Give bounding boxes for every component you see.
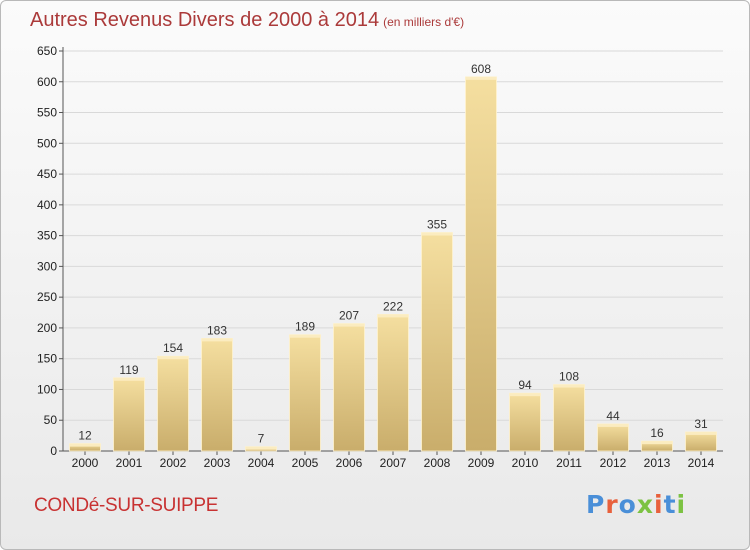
data-label: 207 <box>339 309 359 323</box>
x-tick-label: 2004 <box>248 456 275 470</box>
bar <box>509 392 541 452</box>
labels: 12 2000 119 2001 154 2002 183 2003 7 2004 189 2005 2… <box>72 62 715 470</box>
data-label: 183 <box>207 323 227 337</box>
bar <box>553 384 585 452</box>
bar <box>421 232 453 452</box>
bar-highlight <box>69 443 101 447</box>
data-label: 154 <box>163 341 183 355</box>
bar-highlight <box>289 334 321 338</box>
bar <box>157 355 189 452</box>
x-tick-label: 2001 <box>116 456 143 470</box>
bar-highlight <box>421 232 453 236</box>
y-tick-label: 150 <box>37 352 57 366</box>
data-label: 16 <box>650 426 664 440</box>
title-text: Autres Revenus Divers de 2000 à 2014 <box>30 9 380 31</box>
y-tick-label: 300 <box>37 259 57 273</box>
y-tick-label: 400 <box>37 198 57 212</box>
logo-letter: i <box>654 490 664 519</box>
y-tick-label: 550 <box>37 106 57 120</box>
bar <box>377 313 409 452</box>
data-label: 355 <box>427 218 447 232</box>
data-label: 7 <box>258 432 265 446</box>
x-tick-label: 2000 <box>72 456 99 470</box>
bar <box>289 334 321 452</box>
data-label: 119 <box>119 363 138 377</box>
bar-highlight <box>333 323 365 327</box>
bar-highlight <box>465 76 497 80</box>
x-tick-label: 2012 <box>600 456 627 470</box>
x-tick-label: 2003 <box>204 456 231 470</box>
town-name: CONDé-SUR-SUIPPE <box>34 495 219 516</box>
x-tick-label: 2008 <box>424 456 451 470</box>
bar-highlight <box>597 423 629 427</box>
y-tick-label: 50 <box>44 413 58 427</box>
bars <box>69 76 717 452</box>
data-label: 608 <box>471 62 491 76</box>
y-tick-label: 200 <box>37 321 57 335</box>
data-label: 222 <box>383 299 403 313</box>
bar-highlight <box>509 393 541 397</box>
data-label: 108 <box>559 370 579 384</box>
y-tick-label: 0 <box>50 444 57 458</box>
bar-highlight <box>685 431 717 435</box>
x-tick-label: 2002 <box>160 456 187 470</box>
y-tick-label: 450 <box>37 167 57 181</box>
data-label: 12 <box>78 429 92 443</box>
y-tick-label: 500 <box>37 136 57 150</box>
x-tick-label: 2006 <box>336 456 363 470</box>
x-tick-label: 2011 <box>556 456 582 470</box>
x-tick-label: 2014 <box>688 456 715 470</box>
bar-highlight <box>157 356 189 360</box>
y-tick-label: 250 <box>37 290 57 304</box>
logo-letter: o <box>618 490 637 519</box>
bar-highlight <box>113 377 145 381</box>
title-unit: (en milliers d'€) <box>383 15 465 29</box>
logo-letter: P <box>586 490 606 519</box>
x-tick-label: 2007 <box>380 456 407 470</box>
x-tick-label: 2013 <box>644 456 671 470</box>
logo-letter: i <box>676 490 687 519</box>
bar-highlight <box>201 338 233 342</box>
bar <box>597 423 629 452</box>
bar-highlight <box>377 314 409 318</box>
logo-letter: x <box>636 490 654 519</box>
y-tick-label: 650 <box>37 44 57 58</box>
bar <box>201 337 233 452</box>
x-tick-label: 2010 <box>512 456 539 470</box>
data-label: 31 <box>694 417 708 431</box>
x-tick-label: 2009 <box>468 456 495 470</box>
bar <box>333 323 365 452</box>
chart-title: Autres Revenus Divers de 2000 à 2014 (en … <box>30 9 464 32</box>
data-label: 189 <box>295 320 315 334</box>
bar <box>113 377 145 452</box>
y-tick-label: 100 <box>37 382 57 396</box>
axes: 0 50 100 150 200 250 300 350 400 450 500 550 600 650 <box>37 44 723 458</box>
proxiti-logo[interactable]: Proxiti <box>586 490 686 519</box>
x-tick-label: 2005 <box>292 456 319 470</box>
data-label: 94 <box>518 378 532 392</box>
y-tick-label: 600 <box>37 75 57 89</box>
data-label: 44 <box>606 409 620 423</box>
y-tick-label: 350 <box>37 229 57 243</box>
bar-highlight <box>245 446 277 450</box>
logo-letter: r <box>605 490 619 519</box>
bar-highlight <box>641 441 673 445</box>
bar-highlight <box>553 384 585 388</box>
logo-letter: t <box>663 490 677 519</box>
bar <box>465 76 497 452</box>
